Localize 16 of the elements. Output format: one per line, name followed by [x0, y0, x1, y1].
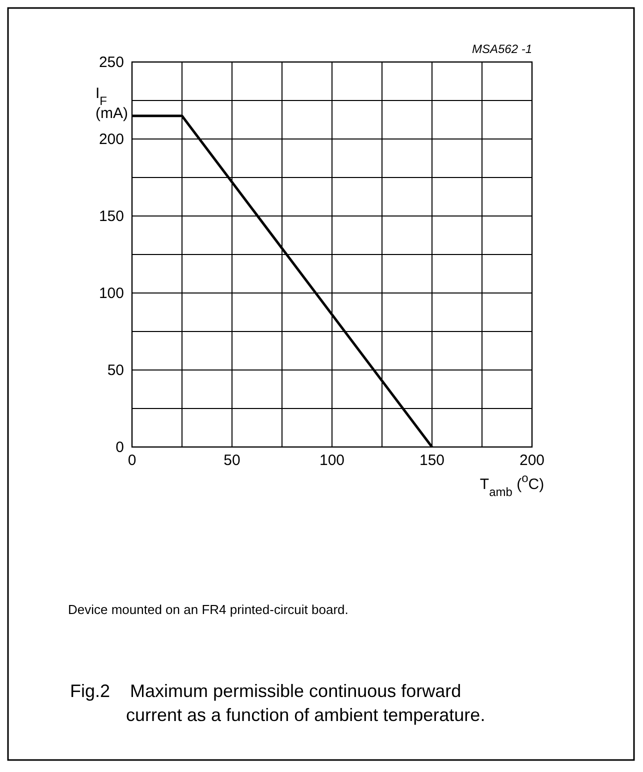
y-tick-label: 0 — [116, 439, 124, 456]
x-axis-title: T$_{amb}$ ($^{o}$C) — [480, 471, 544, 499]
x-tick-label: 100 — [319, 452, 345, 469]
text: Fig.2 Maximum permissible continuous forward current as a function of ambient temperature. — [70, 681, 486, 725]
text: Device mounted on an FR4 printed-circuit board. — [68, 602, 348, 617]
y-tick-label: 250 — [98, 54, 124, 71]
y-tick-label: 200 — [98, 131, 124, 148]
text: MSA562 -1 — [472, 42, 532, 56]
x-tick-label: 50 — [224, 452, 240, 469]
y-tick-label: 50 — [107, 362, 124, 379]
x-tick-label: 200 — [519, 452, 545, 469]
x-tick-label: 0 — [128, 452, 136, 469]
x-tick-label: 150 — [419, 452, 445, 469]
y-tick-label: 100 — [98, 285, 124, 302]
y-axis-title: I$_{F}$ (mA) — [95, 85, 128, 122]
y-tick-label: 150 — [98, 208, 124, 225]
